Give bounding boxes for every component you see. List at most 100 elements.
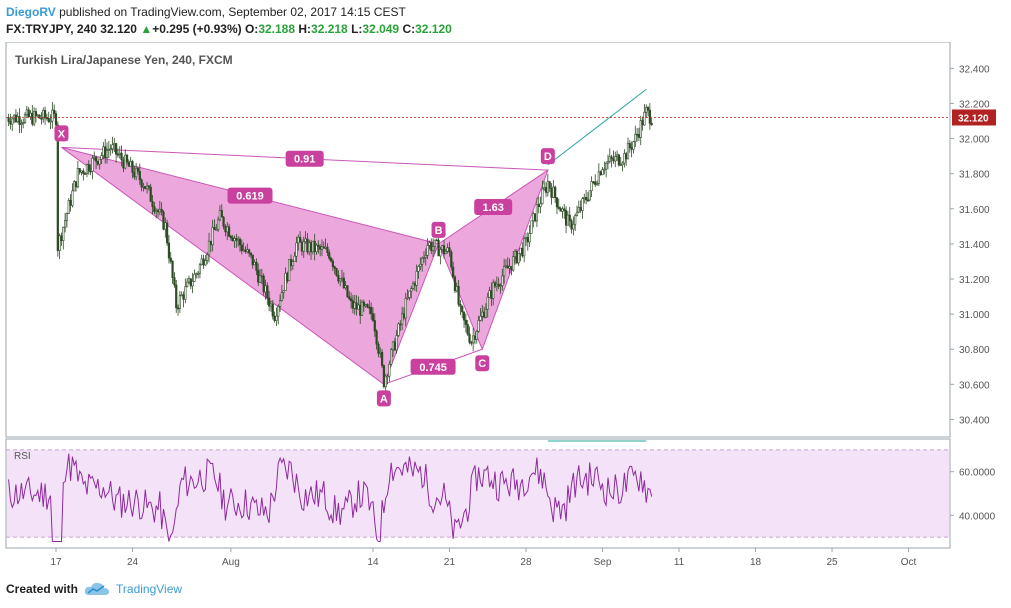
candle-body (488, 290, 491, 298)
change-up-icon: ▲ (140, 22, 153, 36)
candle-body (288, 259, 291, 282)
candle-body (650, 123, 653, 126)
candle-body (278, 300, 282, 307)
chart-area[interactable]: 32.400 32.200 32.000 31.800 31.600 31.400 31.2… (0, 42, 1011, 570)
candle-body (555, 197, 559, 208)
candle-body (448, 247, 451, 253)
candle-body (269, 303, 273, 307)
candle-body (213, 226, 216, 230)
candle-body (464, 319, 467, 325)
candle-body (200, 258, 203, 266)
candle-body (220, 210, 223, 218)
candle-body (87, 164, 90, 172)
candle-body (435, 239, 438, 242)
candle-body (515, 250, 518, 264)
candle-body (155, 210, 158, 213)
candle-body (632, 141, 635, 150)
ratio-badge (285, 150, 324, 167)
candle-body (455, 286, 458, 292)
candle-body (645, 107, 648, 113)
candle-body (249, 252, 253, 256)
candle-body (599, 171, 602, 176)
candle-body (559, 208, 562, 212)
candle-body (255, 261, 258, 271)
candle-body (470, 342, 473, 344)
candle-body (606, 160, 610, 164)
candle-body (430, 242, 433, 251)
candle-body (617, 154, 620, 166)
x-tick-label: 25 (826, 557, 838, 568)
candle-body (375, 330, 378, 345)
candle-body (526, 237, 529, 243)
candle-body (49, 120, 52, 123)
point-label: D (544, 151, 552, 163)
candle-body (446, 247, 449, 252)
candle-body (322, 246, 325, 249)
point-badge (431, 221, 446, 238)
candle-body (237, 238, 240, 241)
candle-body (38, 114, 41, 119)
candle-body (402, 313, 406, 319)
x-tick-label: 21 (444, 557, 456, 568)
candle-body (351, 300, 355, 309)
candle-body (583, 197, 586, 199)
candle-body (395, 335, 398, 351)
candle-body (537, 204, 540, 208)
candle-body (353, 302, 356, 309)
candle-body (14, 114, 18, 122)
candle-body (18, 116, 21, 125)
chart-header: DiegoRV published on TradingView.com, Se… (6, 4, 452, 38)
candle-body (477, 320, 480, 332)
candle-body (204, 260, 207, 266)
candle-body (364, 304, 367, 307)
candle-body (173, 277, 176, 286)
open-value: 32.188 (258, 22, 296, 36)
candle-body (548, 181, 551, 189)
y-tick-label: 32.200 (959, 99, 990, 110)
candle-body (603, 168, 606, 171)
candle-body (7, 117, 10, 122)
candle-body (382, 365, 386, 388)
candle-body (637, 134, 641, 138)
candle-body (346, 285, 349, 298)
y-tick-label: 30.800 (959, 345, 990, 356)
candle-body (481, 311, 484, 317)
candle-body (422, 257, 426, 259)
candle-body (291, 261, 294, 267)
candle-body (151, 201, 154, 207)
y-tick-label: 31.800 (959, 170, 990, 181)
candle-body (262, 275, 265, 293)
x-tick-label: 18 (750, 557, 762, 568)
candle-body (453, 276, 457, 292)
candle-body (136, 167, 140, 172)
author-link[interactable]: DiegoRV (6, 5, 56, 19)
candle-body (380, 351, 384, 366)
candle-body (486, 296, 489, 310)
tradingview-link[interactable]: TradingView (116, 582, 183, 596)
candle-body (499, 285, 502, 287)
candle-body (532, 213, 535, 222)
candle-body (588, 190, 591, 201)
candle-body (277, 306, 280, 317)
candle-body (280, 292, 283, 301)
y-tick-label: 31.000 (959, 310, 990, 321)
candle-body (581, 198, 584, 211)
candle-body (462, 311, 466, 321)
candle-body (574, 215, 577, 225)
candle-body (648, 109, 651, 124)
candle-body (612, 158, 615, 162)
candle-body (539, 203, 542, 208)
point-badge (540, 148, 555, 165)
candle-body (78, 168, 81, 173)
candle-body (47, 117, 50, 122)
candle-body (625, 153, 628, 160)
candle-body (452, 266, 455, 278)
candle-body (169, 257, 172, 262)
candle-body (211, 226, 214, 246)
ratio-badge (410, 358, 456, 375)
candle-body (264, 285, 267, 293)
y-tick-label: 31.200 (959, 275, 990, 286)
candle-body (82, 170, 85, 174)
candle-body (140, 179, 143, 188)
candle-body (91, 157, 94, 172)
